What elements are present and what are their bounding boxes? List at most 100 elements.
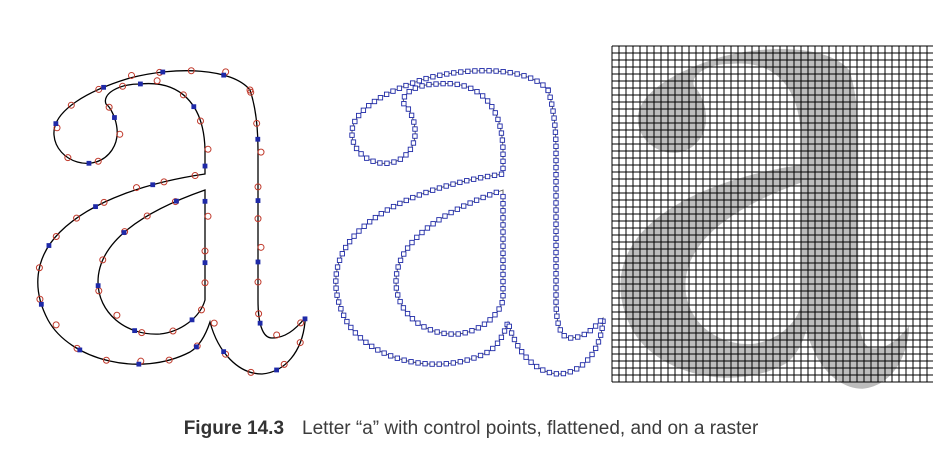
flattened-point [397, 298, 403, 305]
flattened-point [394, 355, 400, 361]
flattened-point [416, 192, 422, 198]
flattened-point [468, 85, 474, 91]
flattened-point [404, 310, 411, 317]
on-curve-point [38, 301, 44, 307]
flattened-point [393, 278, 399, 284]
flattened-point [568, 335, 574, 341]
flattened-point [433, 81, 439, 87]
flattened-point [390, 88, 396, 94]
flattened-point [553, 221, 559, 227]
flattened-point [333, 271, 339, 277]
control-point [255, 310, 263, 318]
flattened-point [404, 245, 411, 251]
on-curve-point [221, 349, 227, 355]
control-point [254, 215, 262, 223]
flattened-point [597, 318, 604, 324]
control-point [204, 212, 212, 220]
on-curve-point [221, 72, 227, 78]
flattened-point [395, 264, 401, 270]
on-curve-point [77, 347, 83, 353]
flattened-point [507, 69, 513, 76]
flattened-point [514, 71, 520, 77]
flattened-point [553, 278, 559, 284]
raster-grid [611, 45, 933, 383]
on-curve-point [86, 160, 92, 166]
flattened-point [587, 328, 593, 334]
flattened-point [400, 305, 407, 311]
on-curve-point [194, 344, 199, 350]
flattened-point [481, 321, 488, 327]
flattened-point [553, 179, 559, 185]
control-point [73, 214, 81, 222]
flattened-point [592, 323, 599, 329]
flattened-point [579, 362, 586, 368]
flattened-point [499, 137, 506, 143]
control-point [100, 198, 108, 206]
flattened-point [585, 357, 591, 363]
flattened-point [489, 104, 495, 110]
flattened-point [430, 74, 436, 80]
figure-diagram [35, 45, 933, 389]
on-curve-point [95, 283, 101, 289]
flattened-point [457, 359, 463, 365]
flattened-point [500, 222, 506, 228]
flattened-point [540, 367, 546, 373]
flattened-point [348, 324, 354, 331]
flattened-point [409, 316, 416, 322]
control-point [113, 311, 121, 319]
control-point [169, 327, 177, 335]
flattened-point [553, 172, 559, 178]
flattened-point [519, 349, 525, 355]
flattened-point [495, 116, 501, 123]
flattened-point [540, 82, 546, 88]
flattened-point [440, 80, 446, 87]
flattened-point [395, 292, 401, 298]
flattened-point [553, 292, 559, 298]
control-point [67, 101, 75, 109]
flattened-point [349, 125, 356, 131]
flattened-point [397, 257, 404, 263]
panel-flattened [333, 68, 606, 377]
flattened-point [333, 278, 339, 284]
flattened-point [574, 366, 580, 372]
flattened-point [553, 264, 559, 270]
flattened-point [475, 325, 482, 331]
flattened-point [471, 176, 477, 182]
flattened-point-markers [333, 68, 606, 377]
flattened-point [461, 203, 467, 209]
flattened-point [479, 68, 485, 74]
control-point [187, 67, 195, 75]
flattened-point [486, 68, 492, 74]
flattened-point [429, 361, 435, 367]
flattened-point [421, 324, 427, 330]
control-point [253, 119, 261, 127]
control-point [143, 212, 151, 220]
flattened-point [383, 91, 390, 97]
flattened-point [454, 81, 460, 88]
flattened-point [499, 300, 505, 306]
flattened-point [555, 320, 561, 326]
flattened-point [552, 122, 558, 128]
flattened-point [336, 257, 343, 263]
control-point [257, 243, 265, 251]
flattened-point [553, 150, 559, 157]
flattened-point [474, 89, 480, 95]
flattened-point [384, 160, 390, 166]
flattened-point [448, 209, 454, 216]
flattened-point [454, 206, 461, 212]
flattened-point [390, 203, 397, 210]
flattened-point [416, 78, 422, 84]
flattened-point [434, 329, 440, 335]
flattened-point [334, 264, 341, 270]
control-point [201, 279, 209, 287]
flattened-point [426, 81, 432, 88]
flattened-point [491, 172, 498, 178]
flattened-point [377, 160, 383, 166]
control-point [165, 356, 173, 364]
flattened-point [397, 200, 403, 207]
flattened-point [498, 334, 505, 340]
on-curve-point [132, 328, 138, 334]
flattened-point [492, 110, 498, 116]
on-curve-point [189, 317, 195, 323]
flattened-point [333, 285, 339, 291]
